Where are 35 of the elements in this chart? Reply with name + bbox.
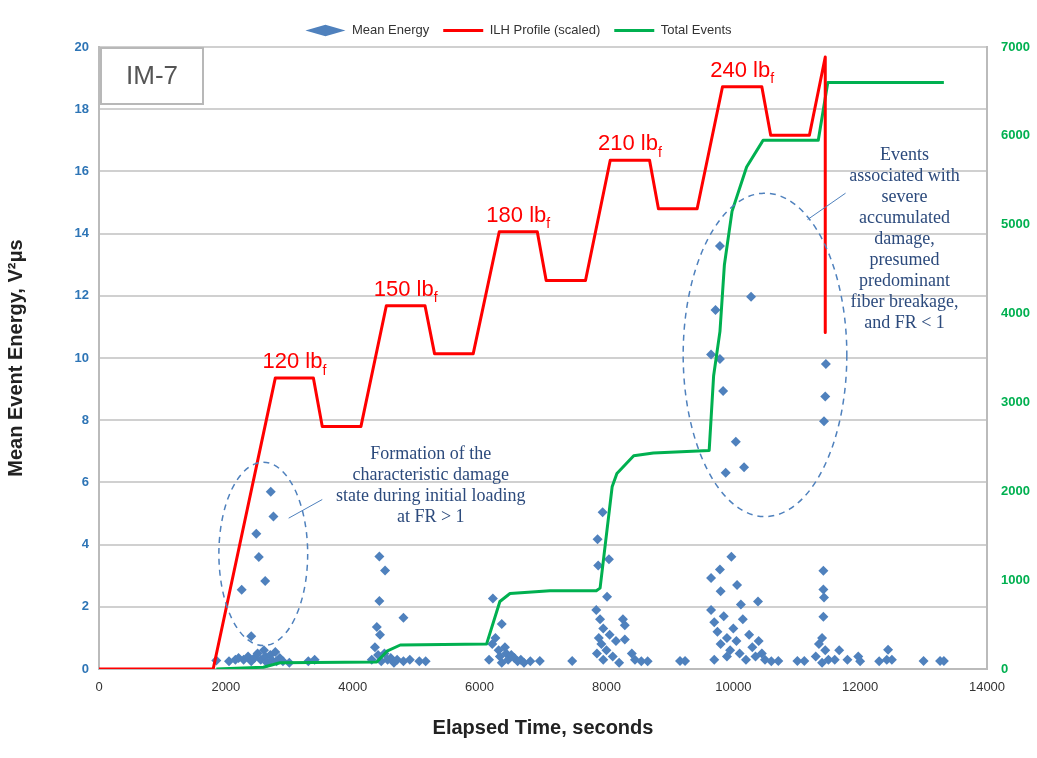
x-tick-label: 6000 xyxy=(465,679,495,695)
y2-tick-label: 1000 xyxy=(1001,571,1030,587)
y2-tick-label: 7000 xyxy=(1001,38,1030,54)
y2-tick-label: 3000 xyxy=(1001,394,1030,410)
legend-label: ILH Profile (scaled) xyxy=(489,22,601,38)
legend-label: Mean Energy xyxy=(351,22,430,38)
y-tick-label: 16 xyxy=(74,162,89,178)
x-tick-label: 10000 xyxy=(715,679,752,695)
x-tick-label: 0 xyxy=(95,679,103,695)
legend-label: Total Events xyxy=(660,22,733,38)
x-axis-title: Elapsed Time, seconds xyxy=(432,715,654,738)
annotation: Formation of the characteristic damage state during initial loading at FR > 1 xyxy=(336,442,526,526)
y2-tick-label: 0 xyxy=(1001,660,1009,676)
y2-tick-label: 6000 xyxy=(1001,127,1030,143)
y-tick-label: 6 xyxy=(81,473,89,489)
x-tick-label: 8000 xyxy=(591,679,621,695)
x-tick-label: 4000 xyxy=(338,679,368,695)
x-tick-label: 12000 xyxy=(842,679,879,695)
y-axis-title: Mean Event Energy, V²μs xyxy=(3,239,26,477)
x-tick-label: 2000 xyxy=(211,679,241,695)
y-tick-label: 2 xyxy=(81,598,89,614)
y2-tick-label: 4000 xyxy=(1001,305,1030,321)
y-tick-label: 12 xyxy=(74,287,89,303)
x-tick-label: 14000 xyxy=(968,679,1006,695)
y-tick-label: 10 xyxy=(74,349,89,365)
annotation: IM-7 xyxy=(126,60,178,91)
y-tick-label: 14 xyxy=(74,225,90,241)
y-tick-label: 0 xyxy=(81,660,89,676)
text: Events associated with severe accumulated damage, presumed predominant fiber breakage, and FR < 1 xyxy=(849,144,960,333)
y-tick-label: 20 xyxy=(74,38,89,54)
y2-tick-label: 2000 xyxy=(1001,482,1030,498)
y-tick-label: 8 xyxy=(81,411,89,427)
y-tick-label: 4 xyxy=(81,536,90,552)
y2-tick-label: 5000 xyxy=(1001,216,1030,232)
y-tick-label: 18 xyxy=(74,100,89,116)
